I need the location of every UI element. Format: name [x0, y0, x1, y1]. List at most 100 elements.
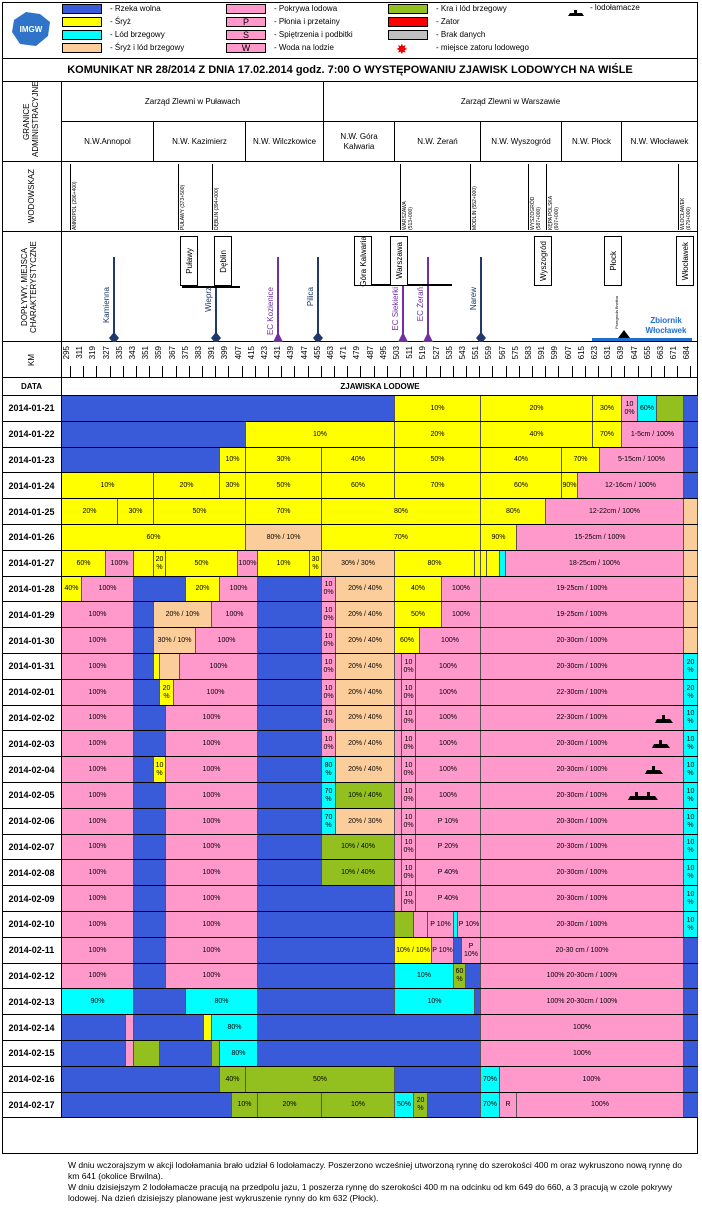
ice-segment	[684, 421, 698, 448]
ice-segment	[684, 1092, 698, 1119]
row-divider	[62, 936, 698, 938]
ice-segment	[258, 886, 395, 912]
ice-segment: P 10%	[458, 912, 481, 938]
ice-segment: 10 0%	[322, 679, 336, 706]
ice-segment	[395, 808, 402, 835]
ice-segment	[134, 860, 166, 887]
km-tick: 631	[603, 346, 613, 360]
km-tick-line	[558, 366, 560, 378]
ice-segment	[395, 912, 414, 938]
km-tick: 647	[629, 346, 639, 360]
nadzor-cell: N.W. Włocławek	[622, 122, 698, 162]
km-label-cell: KM	[2, 342, 62, 378]
legend-label: - Woda na lodzie	[274, 43, 334, 52]
ice-segment: 10 %	[684, 886, 698, 912]
ice-segment: 20 %	[154, 550, 166, 577]
ice-segment	[134, 1041, 160, 1067]
ice-segment: 100%	[481, 1015, 684, 1041]
km-tick: 367	[167, 346, 177, 360]
ice-segment: 100%	[517, 1092, 684, 1119]
ice-segment: 10 0%	[622, 396, 638, 422]
km-tick: 391	[207, 346, 217, 360]
ice-segment	[684, 499, 698, 525]
ice-segment: 10 0%	[322, 602, 336, 629]
ice-segment: 10%	[62, 473, 154, 500]
date-cell: 2014-01-23	[2, 447, 62, 474]
ice-segment	[454, 912, 458, 938]
row-divider	[62, 549, 698, 551]
ice-segment: 10%	[232, 1092, 258, 1119]
ice-segment	[126, 1015, 134, 1041]
ice-segment: 10%	[395, 396, 481, 422]
ice-segment: 70%	[246, 499, 322, 525]
row-divider	[62, 524, 698, 525]
ice-segment: 5-15cm / 100%	[600, 447, 684, 474]
ice-segment: 100%	[62, 963, 134, 990]
nadzor-cell: N.W. Żerań	[395, 122, 481, 162]
ice-segment: 30%	[246, 447, 322, 474]
row-divider	[62, 782, 698, 783]
km-tick-line	[637, 366, 639, 378]
km-tick: 599	[550, 346, 560, 360]
gauge-line	[212, 164, 213, 230]
ice-segment: 20% / 40%	[336, 757, 395, 783]
ice-segment: 60%	[62, 550, 106, 577]
ice-segment: 50%	[395, 1092, 414, 1119]
ice-segment: 70%	[562, 447, 600, 474]
legend-label: - Brak danych	[436, 30, 486, 39]
row-divider	[62, 1117, 698, 1119]
ice-segment	[258, 705, 322, 732]
km-tick: 295	[62, 346, 71, 360]
place-box: Dęblin	[214, 236, 232, 286]
date-cell: 2014-02-06	[2, 808, 62, 835]
ice-segment: 10 0%	[402, 860, 416, 887]
km-tick-line	[611, 366, 613, 378]
km-tick: 551	[471, 346, 481, 360]
ice-segment: 10 0%	[322, 705, 336, 732]
ice-segment: 30% / 30%	[322, 550, 395, 577]
km-tick: 343	[128, 346, 137, 360]
ice-segment: 10 0%	[402, 654, 416, 680]
ice-segment	[395, 654, 402, 680]
ice-segment	[684, 989, 698, 1016]
ice-segment: 70%	[395, 473, 481, 500]
tributary-label: Wieprz	[204, 287, 213, 312]
zator-star-icon: ✸	[396, 41, 408, 57]
ice-segment	[62, 1092, 232, 1119]
gauge-line	[678, 164, 679, 230]
km-tick: 615	[576, 346, 586, 360]
km-tick: 684	[682, 346, 692, 360]
row-divider	[62, 988, 698, 990]
ice-segment	[134, 989, 186, 1016]
ice-segment: 100%	[62, 602, 134, 629]
km-tick-line	[690, 366, 692, 378]
ice-segment: 100%	[166, 937, 258, 964]
ice-segment: P 40%	[416, 860, 481, 887]
row-divider	[62, 601, 698, 603]
ice-segment	[657, 396, 684, 422]
ice-segment: 100%	[166, 963, 258, 990]
km-tick: 671	[669, 346, 679, 360]
page-title: KOMUNIKAT NR 28/2014 Z DNIA 17.02.2014 g…	[2, 58, 698, 82]
km-tick: 591	[537, 346, 547, 360]
ice-segment: 100%	[62, 705, 134, 732]
ice-segment	[160, 654, 180, 680]
ice-segment	[258, 937, 395, 964]
ice-segment	[258, 808, 322, 835]
date-cell: 2014-02-02	[2, 705, 62, 732]
ice-segment: 20 %	[160, 679, 174, 706]
ice-segment: 20-30cm / 100%	[481, 860, 684, 887]
ice-segment: 60 %	[454, 963, 466, 990]
ice-segment	[684, 473, 698, 500]
ice-segment: 20%	[154, 473, 220, 500]
ice-segment: 60%	[638, 396, 657, 422]
ice-segment: 100%	[166, 757, 258, 783]
row-divider	[62, 1040, 698, 1041]
ice-segment: 100%	[166, 731, 258, 758]
km-tick-line	[175, 366, 177, 378]
km-tick: 487	[365, 346, 375, 360]
ice-segment: 10 %	[154, 757, 166, 783]
gauge-label: WŁOCŁAWEK (679+000)	[680, 197, 692, 230]
ice-segment	[134, 705, 166, 732]
ice-segment: 10 %	[684, 912, 698, 938]
